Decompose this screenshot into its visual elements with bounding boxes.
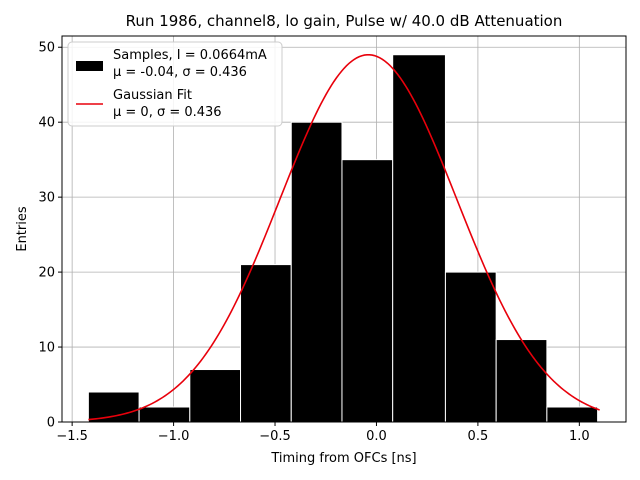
y-tick-label: 30 xyxy=(38,191,55,206)
histogram-bar xyxy=(495,339,548,423)
x-tick-label: −1.0 xyxy=(158,429,190,444)
x-tick-label: 0.5 xyxy=(468,429,489,444)
y-tick-label: 40 xyxy=(38,116,55,131)
histogram-bar xyxy=(290,121,343,423)
histogram-bar xyxy=(546,406,599,423)
histogram-bar xyxy=(138,406,191,423)
histogram-bar xyxy=(341,159,394,423)
y-tick-label: 10 xyxy=(38,341,55,356)
y-axis-ticks: 0 10 20 30 40 50 xyxy=(38,41,62,431)
gaussian-fit-line xyxy=(88,53,600,421)
histogram-bar xyxy=(240,264,292,423)
legend-box xyxy=(67,41,283,127)
x-tick-label: −0.5 xyxy=(259,429,291,444)
y-tick-label: 50 xyxy=(38,41,55,56)
y-axis-label: Entries xyxy=(15,206,30,252)
legend-fit-label-line2: μ = 0, σ = 0.436 xyxy=(113,105,222,120)
x-tick-label: 1.0 xyxy=(569,429,590,444)
legend-fit-label-line1: Gaussian Fit xyxy=(113,88,192,103)
x-tick-label: −1.5 xyxy=(56,429,88,444)
histogram-bar xyxy=(392,54,446,423)
plot-frame xyxy=(61,35,627,423)
legend-histogram-label-line1: Samples, I = 0.0664mA xyxy=(113,48,267,63)
y-tick-label: 0 xyxy=(47,416,55,431)
histogram-bars xyxy=(87,54,599,423)
x-tick-label: 0.0 xyxy=(366,429,387,444)
x-axis-ticks: −1.5 −1.0 −0.5 0.0 0.5 1.0 xyxy=(56,422,590,444)
legend: Samples, I = 0.0664mA μ = -0.04, σ = 0.4… xyxy=(67,41,283,127)
histogram-bar xyxy=(87,391,140,423)
chart-title: Run 1986, channel8, lo gain, Pulse w/ 40… xyxy=(126,12,563,30)
legend-histogram-swatch xyxy=(76,61,103,71)
x-axis-label: Timing from OFCs [ns] xyxy=(270,451,416,466)
y-tick-label: 20 xyxy=(38,266,55,281)
histogram-bar xyxy=(444,271,497,423)
legend-histogram-label-line2: μ = -0.04, σ = 0.436 xyxy=(113,65,247,80)
histogram-bar xyxy=(189,369,242,423)
